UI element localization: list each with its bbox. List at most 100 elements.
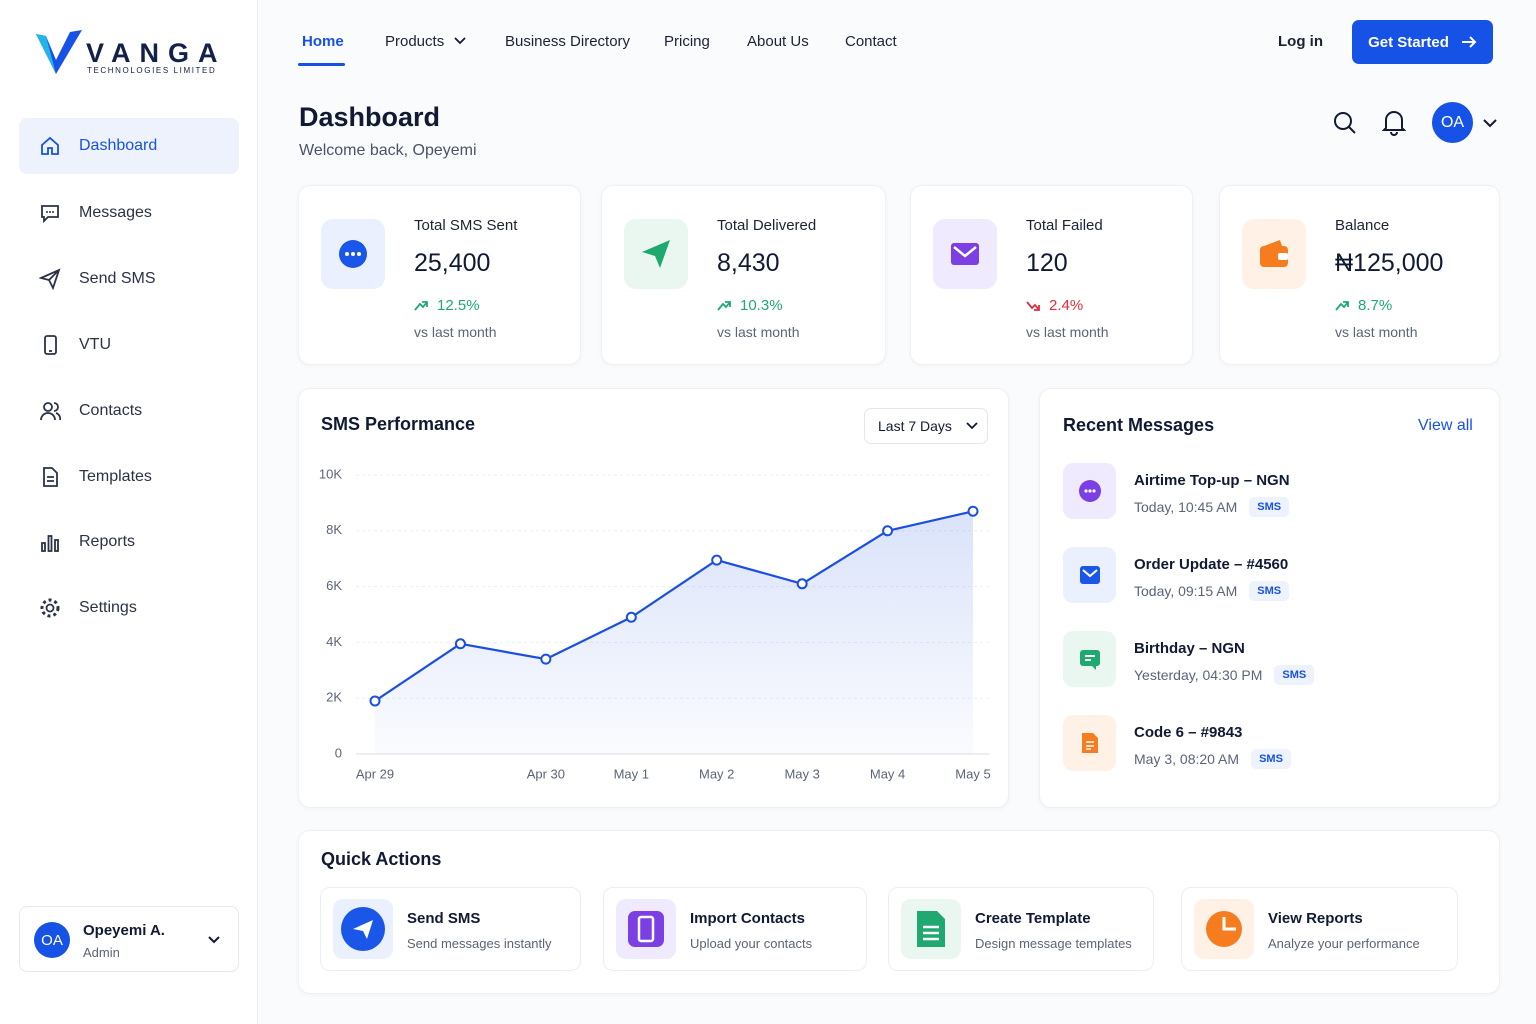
action-title: Send SMS xyxy=(407,910,481,927)
sidebar-icon xyxy=(41,205,59,224)
sidebar-icon xyxy=(40,402,61,421)
sidebar-label: Settings xyxy=(79,599,137,616)
sidebar-item[interactable]: Dashboard xyxy=(19,118,239,174)
x-tick-label: May 3 xyxy=(784,766,819,781)
action-icon-box xyxy=(901,899,961,959)
stat-card: Total SMS Sent 25,400 12.5% vs last mont… xyxy=(298,185,581,365)
stat-icon xyxy=(642,240,670,268)
nav-link[interactable]: Contact xyxy=(845,33,897,50)
stat-icon-box xyxy=(321,219,385,289)
stat-icon-box xyxy=(624,219,688,289)
chevron xyxy=(454,37,467,45)
stat-value: 25,400 xyxy=(414,249,491,277)
message-title: Airtime Top-up – NGN xyxy=(1134,472,1290,489)
range-dropdown[interactable]: Last 7 Days xyxy=(864,408,988,444)
message-row[interactable]: Order Update – #4560 Today, 09:15 AM SMS xyxy=(1063,547,1473,607)
login-link[interactable]: Log in xyxy=(1278,33,1323,50)
chevron xyxy=(966,421,978,429)
stat-change: 12.5% xyxy=(414,297,480,314)
chart-title: SMS Performance xyxy=(321,414,475,434)
trend-arrow xyxy=(414,300,428,311)
action-icon-box xyxy=(333,899,393,959)
y-tick-label: 0 xyxy=(335,745,342,760)
action-icon xyxy=(1206,911,1242,947)
message-time: Today, 10:45 AM xyxy=(1134,499,1238,515)
user-avatar: OA xyxy=(34,922,70,958)
user-name: Opeyemi A. xyxy=(83,922,165,939)
chevron xyxy=(208,936,220,944)
point xyxy=(540,653,552,665)
action-icon-box xyxy=(1194,899,1254,959)
sidebar-item[interactable]: Settings xyxy=(19,580,239,636)
x-tick-label: Apr 30 xyxy=(527,766,565,781)
nav-link[interactable]: Business Directory xyxy=(505,33,631,50)
y-tick-label: 10K xyxy=(319,466,342,481)
message-tag: SMS xyxy=(1274,665,1315,685)
get-started-button[interactable]: Get Started xyxy=(1352,20,1493,64)
header-avatar[interactable]: OA xyxy=(1432,102,1473,143)
sidebar-icon xyxy=(41,136,59,155)
nav-link[interactable]: About Us xyxy=(747,33,809,50)
user-card[interactable]: OA Opeyemi A. Admin xyxy=(19,906,239,972)
stat-label: Total SMS Sent xyxy=(414,217,518,234)
message-meta: Today, 10:45 AM SMS xyxy=(1134,497,1290,517)
trend-arrow xyxy=(1026,300,1040,311)
stat-icon xyxy=(339,240,367,268)
nav-link[interactable]: Products xyxy=(385,33,467,50)
point xyxy=(796,578,808,590)
action-desc: Analyze your performance xyxy=(1268,936,1420,951)
point xyxy=(369,695,381,707)
sidebar-icon xyxy=(39,268,61,290)
bell-icon[interactable] xyxy=(1382,108,1406,136)
sidebar-item[interactable]: VTU xyxy=(19,317,239,373)
sidebar-label: Messages xyxy=(79,204,152,221)
point xyxy=(625,611,637,623)
y-tick-label: 8K xyxy=(326,522,342,537)
page-subtitle: Welcome back, Opeyemi xyxy=(299,142,477,159)
quick-action[interactable]: View Reports Analyze your performance xyxy=(1181,887,1458,971)
sidebar-item[interactable]: Templates xyxy=(19,449,239,505)
line xyxy=(374,510,974,702)
message-row[interactable]: Birthday – NGN Yesterday, 04:30 PM SMS xyxy=(1063,631,1473,691)
brand-tagline: TECHNOLOGIES LIMITED xyxy=(87,66,217,75)
action-title: View Reports xyxy=(1268,910,1363,927)
stat-label: Total Delivered xyxy=(717,217,817,234)
trend-arrow xyxy=(717,300,731,311)
x-tick-label: May 5 xyxy=(955,766,990,781)
change-text: 12.5% xyxy=(437,297,480,314)
message-icon xyxy=(1081,733,1098,753)
user-role: Admin xyxy=(83,945,120,960)
message-row[interactable]: Airtime Top-up – NGN Today, 10:45 AM SMS xyxy=(1063,463,1473,523)
x-tick-label: May 1 xyxy=(614,766,649,781)
x-tick-label: May 2 xyxy=(699,766,734,781)
point xyxy=(967,505,979,517)
sidebar-label: Templates xyxy=(79,468,152,485)
message-icon-box xyxy=(1063,715,1116,771)
quick-action[interactable]: Send SMS Send messages instantly xyxy=(320,887,581,971)
sidebar-item[interactable]: Send SMS xyxy=(19,251,239,307)
message-meta: Today, 09:15 AM SMS xyxy=(1134,581,1290,601)
chart-card: SMS Performance 0 2K 4K 6K 8K 10K Apr 29 Apr 30… xyxy=(298,388,1009,808)
sidebar-icon xyxy=(44,335,57,355)
stat-value: 120 xyxy=(1026,249,1068,277)
sidebar-item[interactable]: Contacts xyxy=(19,383,239,439)
point xyxy=(882,525,894,537)
search-icon[interactable] xyxy=(1332,110,1358,136)
sidebar-item[interactable]: Reports xyxy=(19,514,239,570)
action-icon xyxy=(341,907,385,951)
sidebar-label: Contacts xyxy=(79,402,143,419)
quick-action[interactable]: Create Template Design message templates xyxy=(888,887,1154,971)
view-all-link[interactable]: View all xyxy=(1418,417,1473,434)
sidebar-icon xyxy=(41,535,59,552)
message-row[interactable]: Code 6 – #9843 May 3, 08:20 AM SMS xyxy=(1063,715,1473,775)
chevron[interactable] xyxy=(1483,118,1497,128)
message-icon xyxy=(1079,566,1100,584)
action-title: Import Contacts xyxy=(690,910,806,927)
nav-link[interactable]: Pricing xyxy=(664,33,710,50)
nav-link[interactable]: Home xyxy=(302,33,344,50)
quick-action[interactable]: Import Contacts Upload your contacts xyxy=(603,887,867,971)
sidebar-item[interactable]: Messages xyxy=(19,185,239,241)
message-time: Yesterday, 04:30 PM xyxy=(1134,667,1263,683)
message-icon xyxy=(1078,480,1101,502)
